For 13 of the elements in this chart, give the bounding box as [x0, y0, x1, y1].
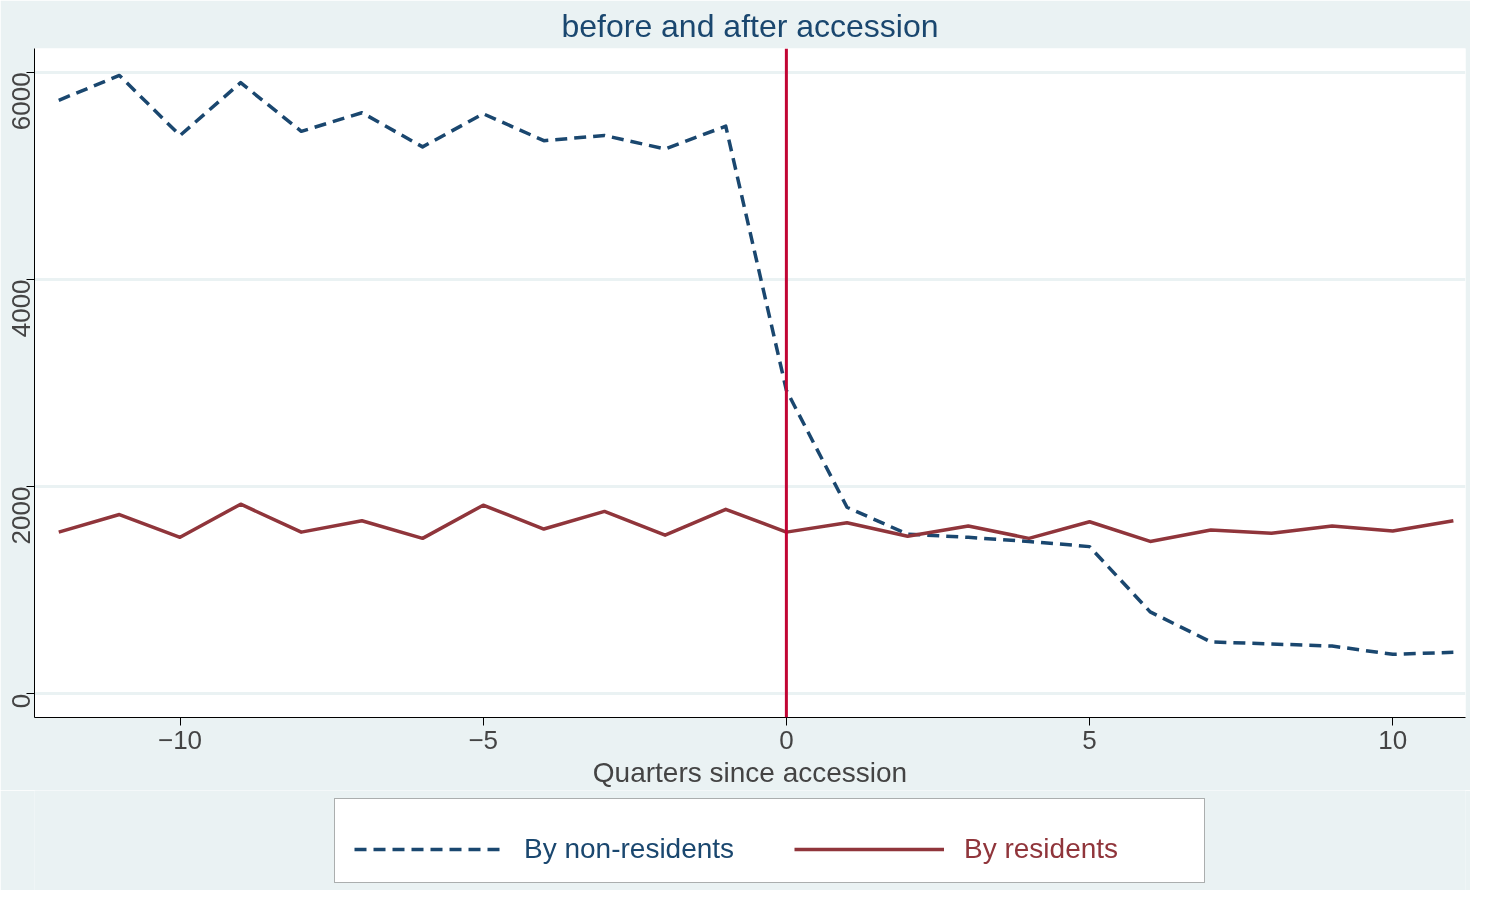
text: By non-residents — [524, 833, 735, 865]
text: By residents — [964, 833, 1119, 865]
y-tick-label: 6000 — [6, 72, 37, 131]
y-tick-label: 4000 — [6, 279, 37, 338]
x-tick-label: 0 — [779, 724, 794, 755]
x-axis-title: Quarters since accession — [592, 756, 908, 788]
y-tick-label: 2000 — [6, 486, 37, 545]
x-tick-label: 5 — [1082, 724, 1097, 755]
x-tick-label: 10 — [1378, 724, 1408, 755]
x-tick-label: −10 — [157, 724, 203, 755]
y-tick-label: 0 — [6, 693, 37, 709]
x-tick-label: −5 — [468, 724, 499, 755]
chart-title: before and after accession — [561, 7, 939, 44]
